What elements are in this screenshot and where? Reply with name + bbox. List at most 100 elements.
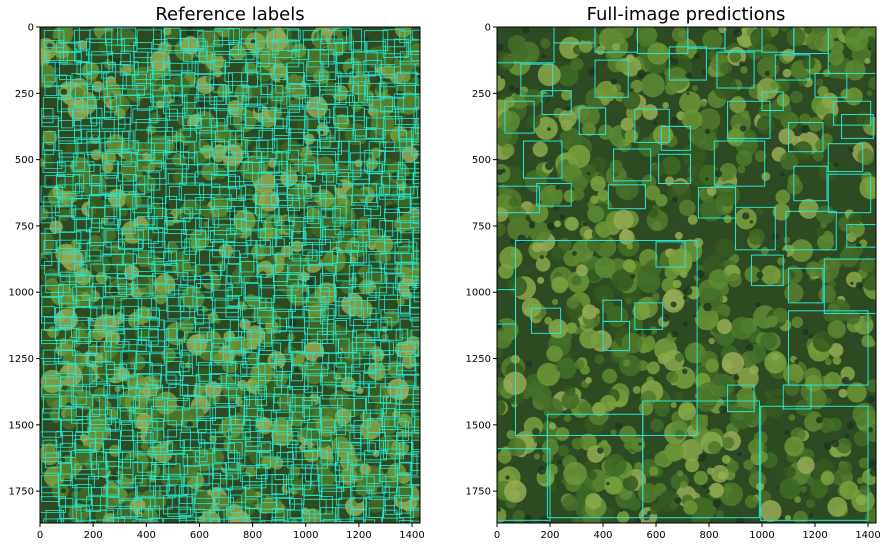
bounding-box <box>290 464 312 486</box>
bounding-box <box>135 383 158 396</box>
bounding-box <box>307 49 329 68</box>
bounding-box <box>261 207 280 223</box>
bounding-box <box>163 95 188 114</box>
axes-frame <box>39 26 421 524</box>
bounding-box <box>275 183 299 201</box>
bounding-box <box>57 184 83 200</box>
bounding-box <box>180 276 202 289</box>
bounding-box <box>86 352 103 367</box>
bounding-box <box>333 286 350 303</box>
bounding-box <box>148 385 163 401</box>
bounding-box <box>414 84 420 98</box>
bounding-box <box>338 297 356 317</box>
bounding-box <box>271 516 285 523</box>
bounding-box <box>198 361 210 382</box>
y-tick-label: 1000 <box>466 288 491 299</box>
bounding-box <box>288 138 308 161</box>
bounding-box <box>153 61 171 80</box>
bounding-box <box>307 251 334 265</box>
bounding-box <box>225 296 240 309</box>
bounding-box <box>60 419 83 437</box>
bounding-box <box>323 518 341 523</box>
bounding-box <box>88 427 111 440</box>
bounding-box <box>286 509 310 523</box>
bounding-box <box>292 231 307 246</box>
bounding-box <box>303 75 328 87</box>
bounding-box <box>378 465 398 482</box>
bounding-box <box>363 409 383 421</box>
bounding-box <box>321 487 343 500</box>
bounding-box <box>307 140 321 153</box>
bounding-box <box>58 130 82 144</box>
bounding-box <box>179 296 197 313</box>
bounding-box <box>58 405 83 421</box>
bounding-box <box>102 241 125 256</box>
bounding-box <box>363 205 381 217</box>
bounding-box <box>199 183 221 196</box>
bounding-box <box>166 372 181 384</box>
bounding-box <box>258 129 275 150</box>
bounding-box <box>86 141 100 155</box>
bounding-box <box>132 195 152 214</box>
bounding-box <box>58 284 78 304</box>
bounding-box <box>271 483 294 498</box>
bounding-box <box>59 295 75 317</box>
bounding-box <box>119 193 138 210</box>
bounding-box <box>541 90 572 116</box>
bounding-box <box>210 194 233 209</box>
bounding-box <box>317 151 336 171</box>
x-tick-label: 200 <box>84 530 103 541</box>
bounding-box <box>87 151 103 166</box>
bounding-box <box>137 239 152 258</box>
bounding-box <box>228 452 241 471</box>
bounding-box <box>394 241 418 263</box>
bounding-box <box>165 272 189 291</box>
bounding-box <box>785 210 837 251</box>
bounding-box <box>243 162 265 174</box>
bounding-box <box>697 186 737 219</box>
bounding-box <box>225 506 250 519</box>
bounding-box <box>291 249 318 262</box>
bounding-box <box>256 452 271 469</box>
bounding-box <box>412 171 420 185</box>
bounding-box <box>227 175 241 190</box>
bounding-box <box>337 150 350 171</box>
bounding-box <box>321 339 340 354</box>
bounding-box <box>180 207 194 219</box>
bounding-box <box>272 39 297 58</box>
bounding-box <box>75 274 94 287</box>
bounding-box <box>213 95 239 111</box>
bounding-box <box>240 364 266 375</box>
bounding-box <box>363 519 376 523</box>
bounding-box <box>195 218 209 240</box>
bounding-box <box>122 375 138 390</box>
bounding-box <box>136 149 155 161</box>
bounding-box <box>104 263 126 279</box>
bounding-box <box>336 62 359 78</box>
bounding-box <box>321 229 342 243</box>
bounding-box <box>209 84 227 105</box>
bounding-box <box>121 253 137 265</box>
bounding-box <box>349 476 375 491</box>
bounding-box <box>179 516 205 523</box>
bounding-box <box>89 409 112 425</box>
bounding-box <box>411 262 420 281</box>
bounding-box <box>305 173 327 194</box>
bounding-box <box>304 362 328 377</box>
bounding-box <box>287 451 314 469</box>
bounding-box <box>411 276 420 288</box>
bounding-box <box>338 497 365 520</box>
bounding-box <box>394 454 418 476</box>
bounding-box <box>332 205 347 224</box>
bounding-box <box>396 84 420 96</box>
bounding-box <box>226 374 239 390</box>
bounding-box <box>379 220 394 237</box>
bounding-box <box>258 160 280 174</box>
bounding-box <box>101 62 116 79</box>
bounding-box <box>55 317 74 328</box>
bounding-box <box>212 463 228 480</box>
bounding-box <box>291 49 310 60</box>
bounding-box <box>149 363 162 382</box>
aerial-canopy-image <box>497 27 876 523</box>
bounding-box <box>384 263 402 275</box>
